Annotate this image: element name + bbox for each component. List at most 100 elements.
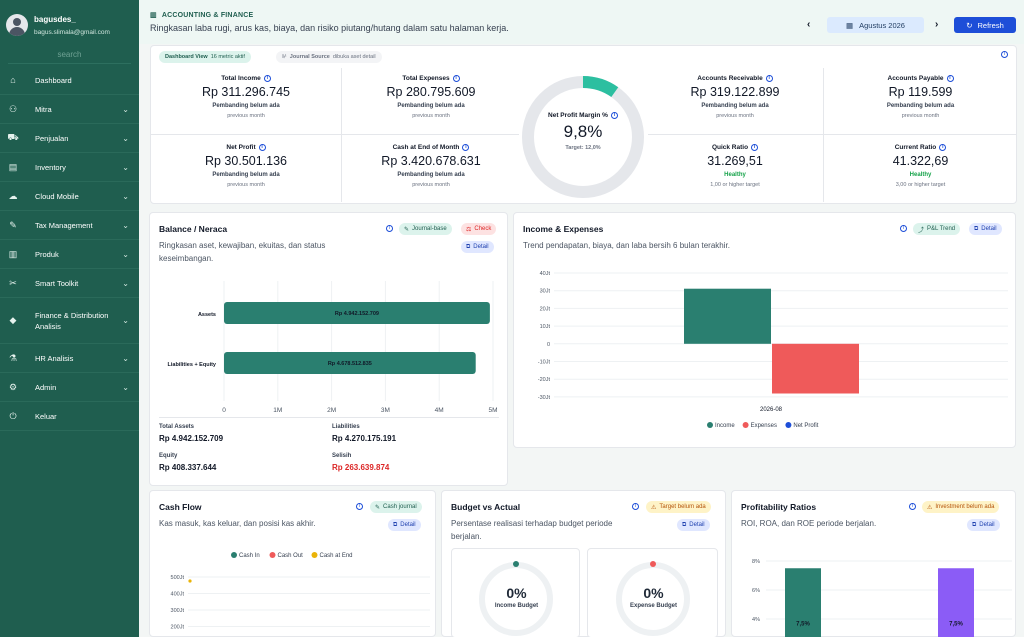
edit-icon: ✎ [375, 504, 381, 511]
budget-title: Budget vs Actual [451, 502, 521, 512]
sidebar-item-label: Admin [35, 382, 57, 392]
warning-icon: ⚠ [651, 504, 657, 511]
period-picker[interactable]: ▦ Agustus 2026 [827, 17, 924, 33]
y-tick-label: 20Jt [540, 306, 551, 312]
y-tick-label: 6% [752, 588, 760, 594]
profitability-chart: 8% 6% 4% 7,5% 7,5% [752, 559, 1012, 637]
x-tick-label: 1M [273, 407, 282, 413]
chevron-down-icon: ⌄ [122, 162, 129, 172]
legend-label: Net Profit [793, 423, 818, 429]
avatar [6, 14, 28, 36]
kpi-current-ratio[interactable]: Current Ratio i 41.322,69 Healthy 3,00 or… [892, 144, 949, 188]
chart-icon: ⤴ [918, 227, 925, 234]
kpi-net-profit[interactable]: Net Profit i Rp 30.501.136 Pembanding bel… [204, 144, 287, 188]
sidebar-item-admin[interactable]: ⚙ Admin ⌄ [0, 373, 139, 402]
info-icon: i [452, 75, 460, 82]
journal-source-pill[interactable]: ⊮ Journal Source dibuka aset detail [276, 51, 382, 63]
period-label: Agustus 2026 [859, 20, 905, 30]
profitability-detail-button[interactable]: ⧉ Detail [967, 519, 1000, 531]
cash-detail-button[interactable]: ⧉ Detail [388, 519, 421, 531]
info-icon[interactable]: i [632, 503, 639, 510]
y-tick-label: 200Jt [171, 625, 185, 631]
external-link-icon: ⧉ [972, 521, 977, 528]
prev-period-button[interactable]: ‹ [807, 19, 811, 30]
scale-icon: ⚖ [466, 226, 472, 233]
sidebar-item-keluar[interactable]: ⏻ Keluar [0, 402, 139, 431]
profile[interactable]: bagusdes_ bagus.slimala@gmail.com [0, 0, 139, 44]
net-profit-margin-gauge [522, 76, 644, 198]
sidebar: bagusdes_ bagus.slimala@gmail.com search… [0, 0, 139, 637]
chevron-down-icon: ⌄ [122, 382, 129, 392]
info-icon[interactable]: i [386, 225, 393, 232]
sidebar-item-produk[interactable]: ▥ Produk ⌄ [0, 240, 139, 269]
kpi-quick-ratio[interactable]: Quick Ratio i 31.269,51 Healthy 1,00 or h… [707, 144, 763, 188]
gear-icon: ⚙ [8, 381, 18, 392]
cash-flow-chart: Cash In Cash Out Cash at End 500Jt 400Jt 300J… [171, 552, 430, 631]
equity-stat: Equity Rp 408.337.644 [159, 453, 217, 472]
sidebar-item-tax-management[interactable]: ✎ Tax Management ⌄ [0, 211, 139, 240]
tools-icon: ✂ [9, 277, 17, 288]
sidebar-item-hr-analisis[interactable]: ⚗ HR Analisis ⌄ [0, 344, 139, 373]
balance-detail-button[interactable]: ⧉ Detail [461, 241, 494, 253]
page-header: ▥ ACCOUNTING & FINANCE Ringkasan laba rug… [139, 0, 1024, 44]
info-icon[interactable]: i [356, 503, 363, 510]
y-tick-label: 10Jt [540, 324, 551, 330]
income-expenses-panel: Income & Expenses Trend pendapatan, biay… [513, 212, 1016, 448]
sidebar-item-smart-toolkit[interactable]: ✂ Smart Toolkit ⌄ [0, 269, 139, 298]
chevron-down-icon: ⌄ [122, 278, 129, 288]
sidebar-item-penjualan[interactable]: ⛟ Penjualan ⌄ [0, 124, 139, 153]
chevron-down-icon: ⌄ [122, 353, 129, 363]
journal-base-tag[interactable]: ✎ Journal-base [399, 223, 452, 235]
info-icon[interactable]: i [900, 225, 907, 232]
legend-marker [311, 552, 318, 558]
sidebar-item-finance-distribution-analisis[interactable]: ◆ Finance & Distribution Analisis ⌄ [0, 298, 139, 344]
breadcrumb: ▥ ACCOUNTING & FINANCE [150, 12, 254, 19]
income-budget-marker [513, 561, 519, 567]
flask-icon: ⚗ [8, 352, 18, 363]
sidebar-item-dashboard[interactable]: ⌂ Dashboard [0, 66, 139, 95]
main-content: ▥ ACCOUNTING & FINANCE Ringkasan laba rug… [139, 0, 1024, 637]
sidebar-item-label: Inventory [35, 162, 66, 172]
y-tick-label: 30Jt [540, 289, 551, 295]
info-icon[interactable]: i [1001, 51, 1008, 58]
info-icon: i [751, 144, 759, 151]
calendar-icon: ▦ [846, 20, 854, 30]
kpi-total-expenses[interactable]: Total Expenses i Rp 280.795.609 Pembandin… [386, 75, 476, 119]
pl-trend-tag[interactable]: ⤴ P&L Trend [913, 223, 961, 235]
refresh-button[interactable]: ↻ Refresh [954, 17, 1016, 33]
income-detail-button[interactable]: ⧉ Detail [969, 223, 1002, 235]
next-period-button[interactable]: › [935, 19, 939, 30]
dashboard-icon: ⌂ [10, 75, 16, 85]
y-tick-label: 500Jt [171, 575, 185, 581]
info-icon[interactable]: i [909, 503, 916, 510]
target-tag[interactable]: ⚠ Target belum ada [646, 501, 711, 513]
chart-icon: ▥ [150, 12, 157, 19]
sidebar-item-inventory[interactable]: ▤ Inventory ⌄ [0, 153, 139, 182]
budget-detail-button[interactable]: ⧉ Detail [677, 519, 710, 531]
kpi-accounts-receivable[interactable]: Accounts Receivable i Rp 319.122.899 Pemb… [690, 75, 780, 119]
cash-flow-panel: Cash Flow Kas masuk, kas keluar, dan pos… [149, 490, 436, 637]
info-icon: i [946, 75, 954, 82]
search-input[interactable]: search [8, 50, 131, 64]
x-tick-label: 5M [488, 407, 497, 413]
balance-chart: 0 1M 2M 3M 4M 5M Assets Rp 4.942.152.709 Liabili… [168, 281, 498, 413]
check-tag[interactable]: ⚖ Check [461, 223, 497, 235]
info-icon: i [939, 144, 947, 151]
cash-journal-tag[interactable]: ✎ Cash journal [370, 501, 422, 513]
x-tick-label: 2M [327, 407, 336, 413]
sidebar-item-cloud-mobile[interactable]: ☁ Cloud Mobile ⌄ [0, 182, 139, 211]
sidebar-item-mitra[interactable]: ⚇ Mitra ⌄ [0, 95, 139, 124]
investment-tag[interactable]: ⚠ Investment belum ada [922, 501, 1000, 513]
dashboard-view-pill[interactable]: Dashboard View 16 metric aktif [159, 51, 251, 63]
kpi-cash-end[interactable]: Cash at End of Month i Rp 3.420.678.631 P… [381, 144, 481, 188]
y-tick-label: 0 [547, 342, 550, 348]
income-expenses-title: Income & Expenses [523, 224, 604, 234]
y-tick-label: 40Jt [540, 271, 551, 277]
legend-label: Cash at End [320, 553, 353, 559]
income-expenses-desc: Trend pendapatan, biaya, dan laba bersih… [523, 241, 730, 250]
kpi-total-income[interactable]: Total Income i Rp 311.296.745 Pembanding … [201, 75, 291, 119]
kpi-accounts-payable[interactable]: Accounts Payable i Rp 119.599 Pembanding … [886, 75, 955, 119]
external-link-icon: ⧉ [393, 521, 398, 528]
balance-title: Balance / Neraca [159, 224, 228, 234]
y-tick-label: 8% [752, 559, 760, 565]
